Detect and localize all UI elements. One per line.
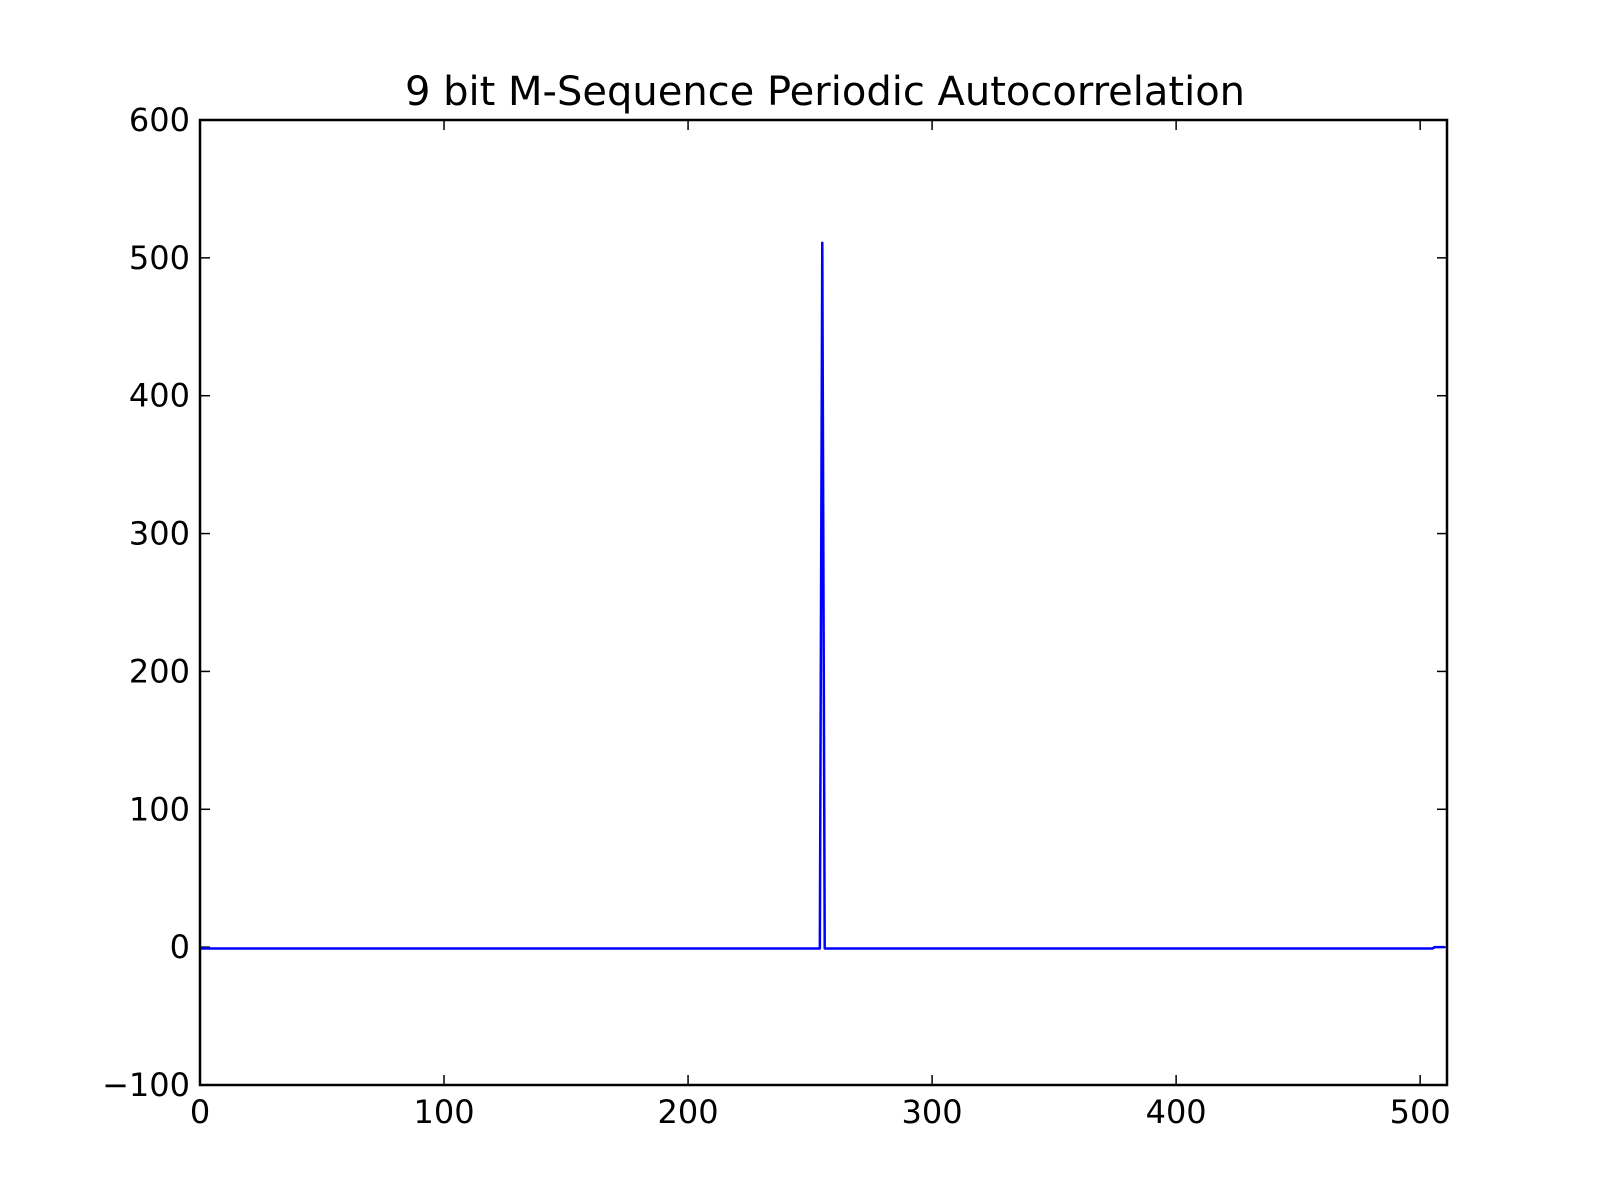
series-layer [200, 241, 1445, 950]
x-tick-label: 300 [902, 1093, 963, 1131]
x-tick-label: 400 [1146, 1093, 1207, 1131]
y-tick-label: −100 [102, 1066, 190, 1104]
y-tick-label: 600 [129, 101, 190, 139]
series-line [200, 241, 1445, 950]
y-tick-label: 100 [129, 790, 190, 828]
y-tick-label: 200 [129, 652, 190, 690]
plot-frame [198, 118, 1449, 1087]
chart-title: 9 bit M-Sequence Periodic Autocorrelatio… [405, 69, 1245, 115]
x-tick-label: 500 [1390, 1093, 1451, 1131]
y-tick-label: 400 [129, 377, 190, 415]
x-tick-label: 100 [413, 1093, 474, 1131]
y-tick-label: 0 [170, 928, 190, 966]
y-tick-label: 300 [129, 515, 190, 553]
y-tick-label: 500 [129, 239, 190, 277]
x-tick-label: 200 [658, 1093, 719, 1131]
x-tick-label: 0 [190, 1093, 210, 1131]
